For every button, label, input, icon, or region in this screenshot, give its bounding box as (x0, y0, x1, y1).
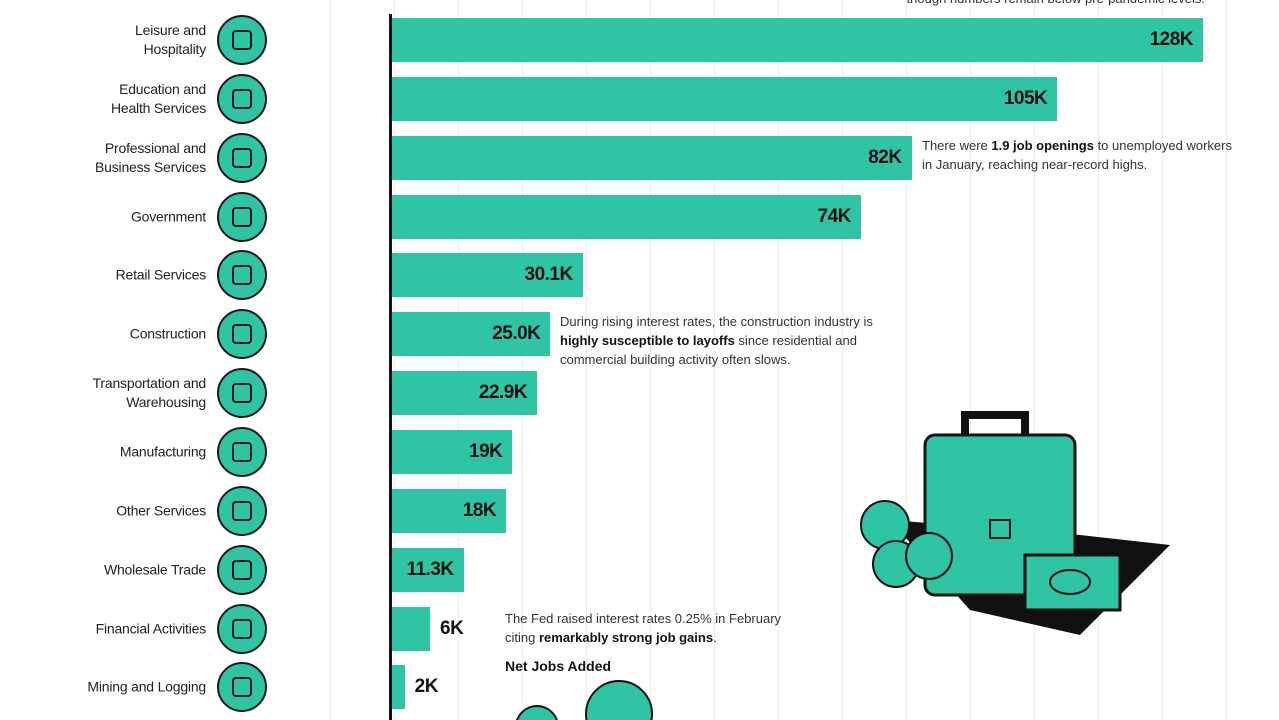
category-icon (217, 132, 267, 183)
annotation-text: since residential and commercial buildin… (560, 333, 857, 367)
category-label: Construction (129, 325, 206, 342)
annotation-text: highly susceptible to layoffs (560, 333, 735, 348)
category-label: Leisure and Hospitality (135, 22, 206, 57)
category-icon (217, 368, 267, 419)
bar (392, 488, 507, 533)
briefcase-illustration (890, 411, 1170, 635)
annotation-text: though numbers remain below pre-pandemic… (907, 0, 1205, 6)
value-label: 11.3K (406, 558, 454, 580)
annotation-text: . (713, 630, 717, 645)
value-label: 6K (440, 617, 464, 639)
bar (392, 253, 583, 298)
baseline (389, 14, 392, 720)
annotation-text: There were (922, 138, 992, 153)
value-label: 30.1K (524, 264, 574, 286)
bar (392, 371, 538, 416)
annotation: The Fed raised interest rates 0.25% in F… (505, 609, 795, 647)
value-label: 18K (462, 499, 497, 521)
category-label: Professional and Business Services (95, 139, 206, 175)
value-label: 2K (414, 676, 439, 698)
annotation-text: The Fed raised interest rates 0.25% in F… (505, 611, 782, 645)
value-label: 74K (817, 205, 852, 227)
category-icon (217, 662, 267, 713)
annotation-text: 1.9 job openings (991, 138, 1094, 153)
category-icon (217, 485, 267, 536)
category-label: Wholesale Trade (103, 561, 206, 578)
coin (905, 532, 953, 580)
category-label: Other Services (116, 502, 206, 519)
bar (392, 76, 1058, 121)
bar (392, 665, 405, 710)
category-icon (217, 309, 267, 360)
annotation: There were 1.9 job openings to unemploye… (922, 136, 1232, 174)
category-icon (217, 426, 267, 477)
category-icon (217, 15, 267, 65)
bar (392, 194, 861, 239)
annotation: though numbers remain below pre-pandemic… (860, 0, 1205, 8)
category-label: Transportation and Warehousing (92, 375, 207, 411)
bar (392, 547, 464, 592)
value-label: 82K (868, 146, 902, 168)
category-label: Financial Activities (95, 620, 207, 636)
category-label: Education and Health Services (110, 80, 206, 116)
bar (392, 135, 912, 180)
category-label: Retail Services (115, 266, 207, 283)
category-icon (217, 544, 267, 595)
category-label: Manufacturing (119, 443, 206, 460)
bar (392, 429, 513, 474)
annotation: During rising interest rates, the constr… (560, 312, 905, 369)
category-icon (217, 603, 267, 654)
category-label: Mining and Logging (87, 678, 206, 695)
value-label: 105K (1003, 87, 1048, 109)
inset-title: Net Jobs Added (505, 658, 612, 674)
bar (392, 606, 431, 651)
value-label: 128K (1149, 29, 1194, 50)
category-icon (217, 191, 267, 242)
category-label: Government (130, 208, 206, 225)
category-icon (217, 250, 267, 301)
bar (392, 18, 1203, 62)
bar (392, 312, 551, 357)
annotation-text: to unemployed workers in January, reachi… (922, 138, 1232, 172)
annotation-text: During rising interest rates, the constr… (560, 314, 873, 329)
category-icon (217, 73, 267, 124)
value-label: 25.0K (492, 323, 541, 345)
value-label: 22.9K (478, 382, 528, 404)
value-label: 19K (469, 440, 503, 462)
annotation-text: remarkably strong job gains (538, 630, 714, 645)
